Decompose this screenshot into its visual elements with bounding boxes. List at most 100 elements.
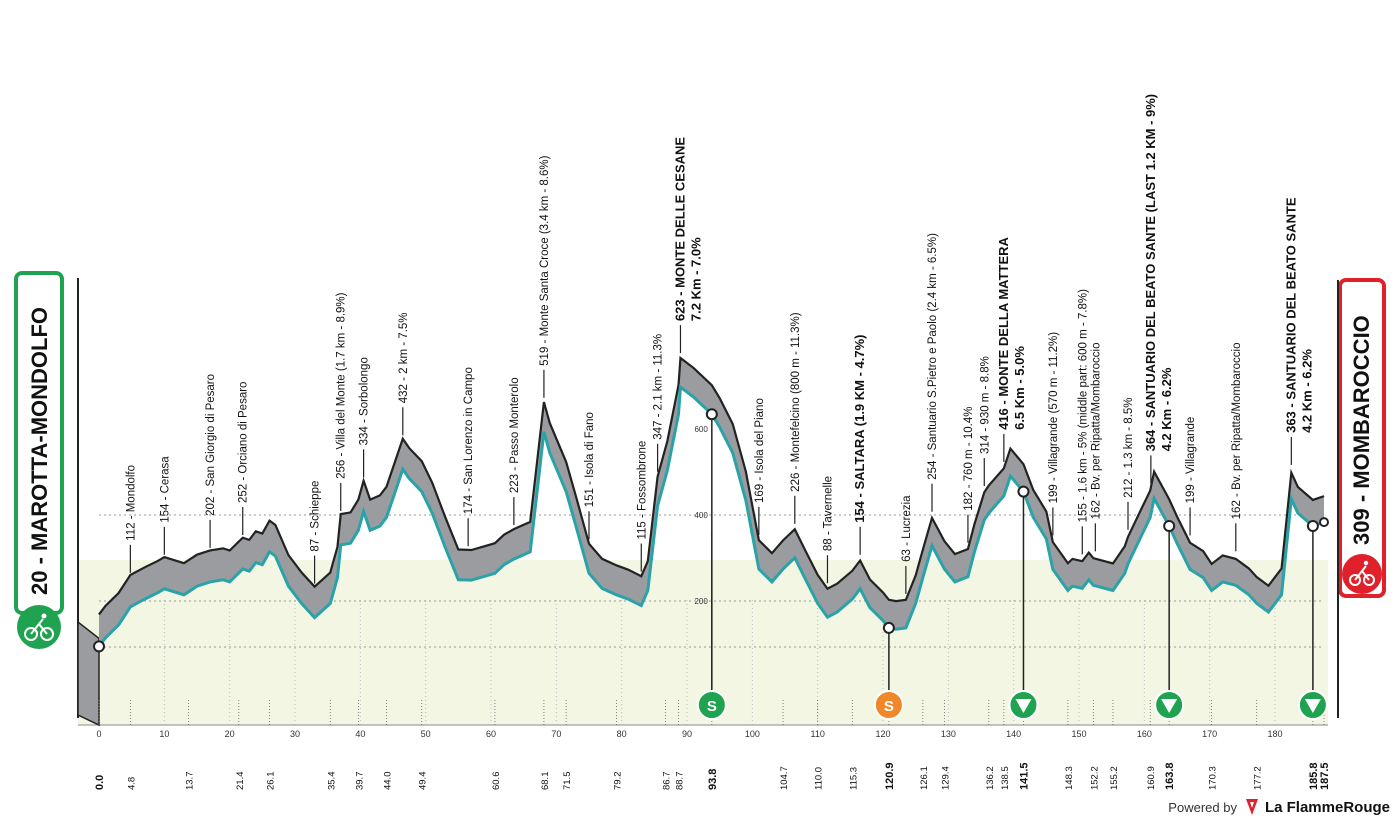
- x-tick-label: 80: [617, 729, 627, 739]
- x-tick-label: 20: [225, 729, 235, 739]
- x-tick-label: 140: [1006, 729, 1021, 739]
- x-tick-label: 90: [682, 729, 692, 739]
- waypoint-label: 223 - Passo Monterolo: [509, 377, 521, 493]
- x-tick-label: 0: [96, 729, 101, 739]
- x-tick-label: 10: [159, 729, 169, 739]
- km-label: 110.0: [814, 767, 825, 790]
- start-banner: 20 - MAROTTA-MONDOLFO: [14, 271, 64, 649]
- waypoint-text: 4.2 Km - 6.2%: [1159, 367, 1174, 451]
- waypoint-text: 7.2 Km - 7.0%: [688, 237, 703, 321]
- start-climb-wall: [77, 620, 100, 727]
- waypoint-text: 226 - Montefelcino (800 m - 11.3%): [790, 312, 802, 492]
- waypoint-label: 416 - MONTE DELLA MATTERA 6.5 Km - 5.0%: [996, 236, 1027, 429]
- x-tick-label: 170: [1202, 729, 1217, 739]
- finish-cyclist-icon: [1342, 554, 1382, 594]
- waypoint-text: 162 - Bv. per Ripatta/Mombaroccio: [1231, 342, 1243, 519]
- powered-by-text: Powered by: [1168, 799, 1237, 815]
- waypoint-text: 87 - Schieppe: [310, 481, 322, 552]
- profile-top-outline: [98, 355, 1325, 616]
- waypoint-label: 199 - Villagrande: [1185, 417, 1197, 504]
- km-label: 185.8: [1308, 762, 1320, 790]
- tick-layer: 600 400 200 0 10 20 30 40 50 60 70 80 90 100 110 120 130…: [94, 425, 1331, 790]
- cyclist-icon-start: [24, 613, 54, 641]
- km-label: 39.7: [354, 772, 365, 791]
- waypoint-text: 347 - 2.1 km - 11.3%: [653, 334, 665, 440]
- waypoint-label: 87 - Schieppe: [310, 481, 322, 552]
- km-label: 49.4: [418, 772, 429, 791]
- waypoint-text: 169 - Isola del Piano: [754, 398, 766, 503]
- waypoint-label: 154 - SALTARA (1.9 KM - 4.7%): [852, 334, 867, 522]
- waypoint-label: 115 - Fossombrone: [636, 441, 648, 540]
- km-label: 79.2: [612, 772, 623, 791]
- x-tick-label: 40: [355, 729, 365, 739]
- elevation-tick-label: 600: [694, 425, 708, 434]
- km-label: 35.4: [326, 772, 337, 791]
- start-dot: [93, 640, 105, 653]
- waypoint-label: 623 - MONTE DELLE CESANE 7.2 Km - 7.0%: [672, 137, 703, 322]
- x-tick-label: 130: [941, 729, 956, 739]
- waypoint-text: 63 - Lucrezia: [901, 495, 913, 562]
- waypoint-text: 256 - Villa del Monte (1.7 km - 8.9%): [336, 292, 348, 479]
- waypoint-text: 623 - MONTE DELLE CESANE: [672, 137, 687, 322]
- waypoint-text: 4.2 Km - 6.2%: [1299, 349, 1314, 433]
- sprint-marker-icon: [873, 690, 904, 720]
- waypoint-text: 162 - Bv. per Ripatta/Mombaroccio: [1090, 342, 1102, 519]
- km-label: 152.2: [1089, 766, 1100, 790]
- x-tick-label: 30: [290, 729, 300, 739]
- marker-symbol: S: [707, 698, 717, 715]
- x-tick-label: 180: [1267, 729, 1282, 739]
- km-label: 71.5: [562, 772, 573, 791]
- km-label: 26.1: [266, 772, 277, 791]
- marker-road-dot: [1306, 520, 1319, 532]
- brand-name-b: Rouge: [1343, 798, 1390, 816]
- km-label: 136.2: [985, 766, 996, 790]
- waypoint-text: 182 - 760 m - 10.4%: [963, 407, 975, 511]
- waypoint-label: 202 - San Giorgio di Pesaro: [205, 374, 217, 516]
- waypoint-label: 334 - Sorbolongo: [359, 357, 371, 445]
- waypoint-label: 162 - Bv. per Ripatta/Mombaroccio: [1090, 342, 1102, 519]
- road-line: [97, 384, 1325, 648]
- start-cyclist-icon: [17, 605, 61, 649]
- marker-symbol: S: [884, 698, 894, 715]
- kom-triangle-icon: [1161, 699, 1178, 713]
- km-label: 160.9: [1146, 766, 1157, 790]
- waypoint-label: 63 - Lucrezia: [901, 495, 913, 562]
- waypoint-label: 347 - 2.1 km - 11.3%: [653, 334, 665, 440]
- x-tick-label: 120: [875, 729, 890, 739]
- waypoint-label: 112 - Mondolfo: [125, 465, 137, 541]
- marker-road-dot: [1163, 520, 1176, 532]
- kom-marker-icon: [696, 690, 727, 720]
- waypoint-text: 154 - SALTARA (1.9 KM - 4.7%): [852, 334, 867, 522]
- waypoint-label: 226 - Montefelcino (800 m - 11.3%): [790, 312, 802, 492]
- km-label: 126.1: [919, 766, 930, 790]
- waypoint-label: 364 - SANTUARIO DEL BEATO SANTE (LAST 1.…: [1143, 94, 1174, 452]
- km-label: 120.9: [884, 762, 896, 790]
- waypoint-label: 151 - Isola di Fano: [584, 412, 596, 507]
- waypoint-text: 199 - Villagrande: [1185, 417, 1197, 504]
- waypoint-label: 155 - 1.6 km - 5% (middle part: 600 m - …: [1077, 289, 1089, 522]
- waypoint-text: 432 - 2 km - 7.5%: [398, 312, 410, 403]
- x-tick-label: 100: [745, 729, 760, 739]
- finish-banner: 309 - MOMBAROCCIO: [1338, 278, 1386, 598]
- footer: Powered by La Flamme Rouge: [1168, 795, 1390, 819]
- km-label: 68.1: [540, 772, 551, 791]
- waypoint-text: 223 - Passo Monterolo: [509, 377, 521, 493]
- elevation-tick-label: 400: [694, 511, 708, 520]
- km-label: 163.8: [1164, 762, 1176, 790]
- finish-dot: [1319, 517, 1329, 528]
- finish-banner-frame: [1338, 278, 1386, 598]
- waypoint-text: 212 - 1.3 km - 8.5%: [1123, 397, 1135, 497]
- waypoint-text: 314 - 930 m - 8.8%: [979, 356, 991, 454]
- km-label: 86.7: [661, 772, 672, 791]
- x-tick-label: 110: [810, 729, 824, 739]
- waypoint-label: 154 - Cerasa: [159, 456, 171, 523]
- waypoint-label: 162 - Bv. per Ripatta/Mombaroccio: [1231, 342, 1243, 519]
- km-label: 60.6: [491, 772, 502, 791]
- waypoint-label: 199 - Villagrande (570 m - 11.2%): [1048, 332, 1060, 504]
- waypoint-text: 363 - SANTUARIO DEL BEATO SANTE: [1283, 197, 1298, 433]
- waypoint-text: 155 - 1.6 km - 5% (middle part: 600 m - …: [1077, 289, 1089, 522]
- marker-road-dot: [882, 621, 895, 634]
- waypoint-text: 112 - Mondolfo: [125, 465, 137, 541]
- waypoint-label: 88 - Tavernelle: [822, 476, 834, 551]
